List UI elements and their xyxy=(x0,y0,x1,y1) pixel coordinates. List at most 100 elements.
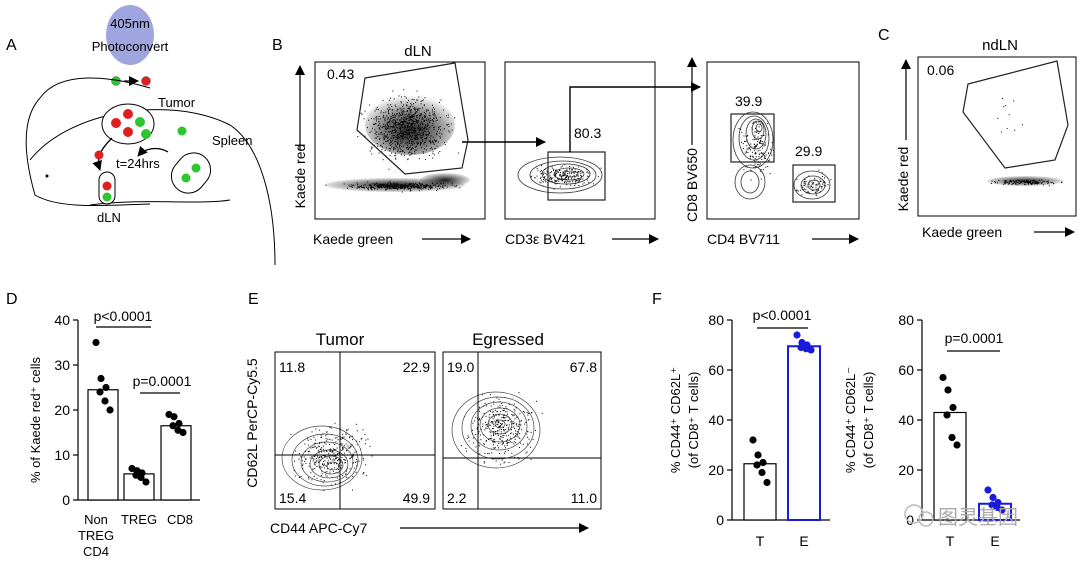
event-dot xyxy=(557,178,559,180)
event-dot xyxy=(760,178,762,180)
event-dot xyxy=(570,184,572,186)
event-dot xyxy=(504,461,506,463)
event-dot xyxy=(303,456,305,458)
event-dot xyxy=(433,154,435,156)
event-dot xyxy=(500,425,502,427)
event-dot xyxy=(511,426,513,428)
event-dot xyxy=(815,192,817,194)
event-dot xyxy=(1001,98,1003,99)
event-dot xyxy=(519,420,521,422)
event-dot xyxy=(554,173,556,175)
event-dot xyxy=(357,136,359,137)
event-dot xyxy=(815,187,817,189)
event-dot xyxy=(342,448,344,450)
event-dot xyxy=(326,440,328,442)
event-dot xyxy=(758,164,760,166)
event-dot xyxy=(481,394,483,396)
event-dot xyxy=(521,420,523,422)
event-dot xyxy=(501,428,502,430)
event-dot xyxy=(482,423,484,425)
event-dot xyxy=(507,427,509,429)
event-dot xyxy=(331,451,333,453)
event-dot xyxy=(562,165,564,167)
event-dot xyxy=(1003,106,1005,108)
event-dot xyxy=(486,425,488,427)
event-dot xyxy=(362,457,364,459)
event-dot xyxy=(500,431,502,433)
event-dot xyxy=(500,436,502,438)
panel-d-pvalue-2: p=0.0001 xyxy=(133,373,192,389)
event-dot xyxy=(499,437,501,439)
event-dot xyxy=(492,418,494,420)
event-dot xyxy=(551,167,553,169)
event-dot xyxy=(492,428,494,429)
event-dot xyxy=(543,172,545,174)
event-dot xyxy=(489,438,491,439)
event-dot xyxy=(394,153,396,154)
event-dot xyxy=(475,416,477,418)
event-dot xyxy=(315,462,317,464)
event-dot xyxy=(515,432,517,434)
event-dot xyxy=(371,146,373,148)
spleen-label: Spleen xyxy=(212,133,252,148)
event-dot xyxy=(530,175,532,177)
y-tick-label: 20 xyxy=(54,402,70,418)
event-dot xyxy=(483,444,485,446)
red-cell-icon xyxy=(141,76,151,86)
event-dot xyxy=(304,460,306,462)
event-dot xyxy=(492,411,494,412)
event-dot xyxy=(494,447,496,449)
event-dot xyxy=(513,428,515,429)
event-dot xyxy=(335,483,336,485)
event-dot xyxy=(542,180,544,182)
event-dot xyxy=(743,135,745,137)
plot-b2-contours xyxy=(517,156,603,194)
event-dot xyxy=(564,172,566,174)
event-dot xyxy=(597,176,599,178)
event-dot xyxy=(481,417,483,419)
event-dot xyxy=(562,178,564,180)
event-dot xyxy=(557,171,559,173)
data-point xyxy=(137,473,145,482)
event-dot xyxy=(488,424,490,426)
event-dot xyxy=(501,459,503,461)
event-dot xyxy=(438,152,439,154)
event-dot xyxy=(388,168,390,170)
event-dot xyxy=(502,443,504,445)
event-dot xyxy=(493,431,495,433)
event-dot xyxy=(1061,181,1063,183)
event-dot xyxy=(332,459,334,461)
event-dot xyxy=(511,432,513,434)
event-dot xyxy=(465,447,467,449)
event-dot xyxy=(575,183,577,185)
event-dot xyxy=(764,156,766,158)
event-dot xyxy=(753,147,755,149)
plot-b3-ylabel: CD8 BV650 xyxy=(684,148,700,222)
y-tick-label: 0 xyxy=(62,492,70,508)
tumor-red-cell xyxy=(111,118,121,128)
data-point xyxy=(102,383,110,392)
event-dot xyxy=(466,450,467,452)
event-dot xyxy=(801,185,803,186)
event-dot xyxy=(817,188,819,190)
event-dot xyxy=(1014,129,1016,131)
event-dot xyxy=(505,420,507,421)
data-point xyxy=(169,422,177,430)
event-dot xyxy=(507,450,509,452)
event-dot xyxy=(315,428,317,430)
event-dot xyxy=(811,189,813,191)
event-dot xyxy=(467,435,469,437)
panel-e-xlabel: CD44 APC-Cy7 xyxy=(270,520,367,536)
event-dot xyxy=(440,99,442,101)
event-dot xyxy=(571,172,573,174)
panel-f-right-ylabel-2: (of CD8⁺ T cells) xyxy=(861,372,876,469)
event-dot xyxy=(321,467,323,469)
panel-d-ylabel: % of Kaede red⁺ cells xyxy=(28,356,43,483)
event-dot xyxy=(371,147,373,149)
event-dot xyxy=(432,157,434,159)
event-dot xyxy=(310,447,312,449)
event-dot xyxy=(503,445,505,447)
event-dot xyxy=(321,464,323,466)
event-dot xyxy=(330,449,332,451)
event-dot xyxy=(497,414,499,416)
